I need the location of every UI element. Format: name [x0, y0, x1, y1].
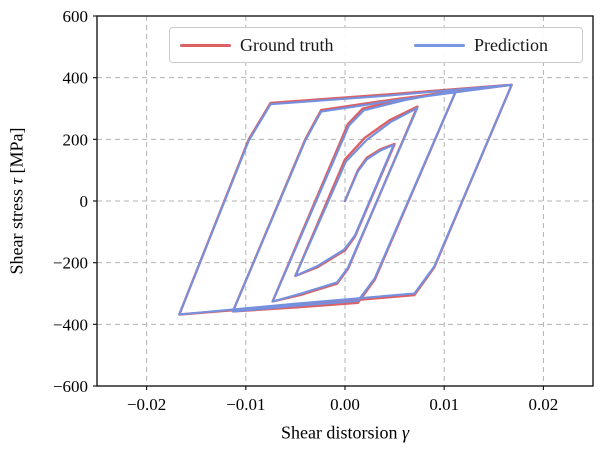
y-tick-label: 200	[63, 130, 89, 149]
y-tick-label: 400	[63, 69, 89, 88]
legend-label-prediction: Prediction	[474, 35, 548, 55]
x-tick-label: −0.02	[127, 395, 166, 414]
y-tick-label: −200	[53, 254, 88, 273]
x-tick-label: 0.01	[429, 395, 459, 414]
legend: Ground truth Prediction	[169, 27, 583, 63]
y-tick-label: −400	[53, 315, 88, 334]
legend-label-ground-truth: Ground truth	[240, 35, 334, 55]
y-tick-label: 600	[63, 7, 89, 26]
legend-entry-ground-truth: Ground truth	[180, 28, 334, 62]
y-tick-label: 0	[80, 192, 89, 211]
x-tick-label: 0.00	[330, 395, 360, 414]
series-path-ground-truth	[178, 83, 513, 316]
series-path-prediction	[178, 83, 513, 316]
y-tick-label: −600	[53, 377, 88, 396]
y-axis-tau-symbol: τ	[6, 178, 27, 185]
x-axis-label-text: Shear distorsion	[280, 422, 402, 443]
y-axis-label-unit: [MPa]	[6, 127, 27, 179]
ground-truth-line-swatch	[180, 43, 231, 47]
x-tick-label: −0.01	[226, 395, 265, 414]
y-axis-label-text: Shear stress	[6, 184, 27, 275]
x-axis-gamma-symbol: γ	[401, 422, 410, 443]
prediction-line-swatch	[414, 43, 465, 47]
y-axis-label: Shear stress τ [MPa]	[7, 128, 28, 275]
x-tick-label: 0.02	[529, 395, 559, 414]
x-axis-label: Shear distorsion γ	[281, 423, 409, 444]
legend-entry-prediction: Prediction	[414, 28, 548, 62]
